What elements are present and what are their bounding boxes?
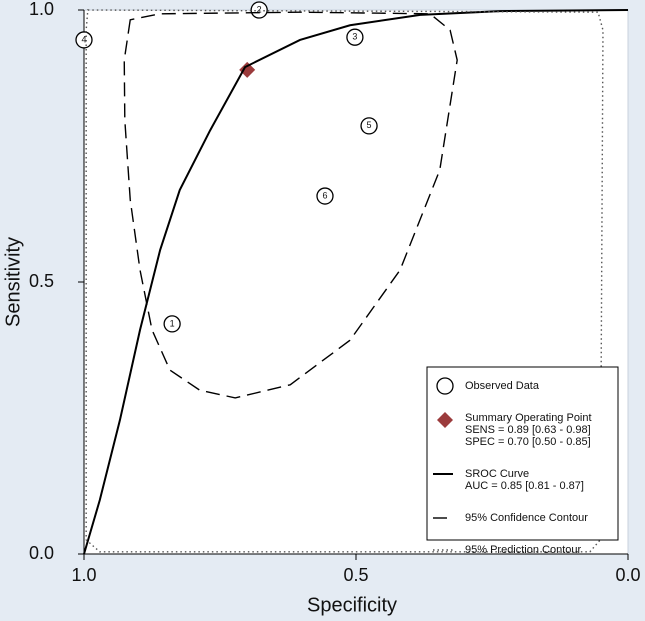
y-tick-label: 0.5 xyxy=(29,271,54,291)
point-label: 2 xyxy=(257,4,262,14)
point-label: 5 xyxy=(367,120,372,130)
legend-detail: SENS = 0.89 [0.63 - 0.98] xyxy=(465,424,591,436)
point-label: 1 xyxy=(170,318,175,328)
legend-label: 95% Confidence Contour xyxy=(465,512,588,524)
legend-box xyxy=(426,366,619,541)
legend-label: Summary Operating Point xyxy=(465,412,592,424)
legend-glyph xyxy=(436,377,454,395)
data-point xyxy=(75,31,93,49)
legend-detail: AUC = 0.85 [0.81 - 0.87] xyxy=(465,480,584,492)
point-label: 4 xyxy=(81,34,86,44)
legend-detail: SPEC = 0.70 [0.50 - 0.85] xyxy=(465,436,591,448)
legend-label: 95% Prediction Contour xyxy=(465,544,582,556)
y-tick-label: 0.0 xyxy=(29,543,54,563)
x-tick-label: 1.0 xyxy=(71,565,96,585)
data-point xyxy=(239,61,256,78)
x-axis-label: Specificity xyxy=(307,594,397,616)
legend-glyph xyxy=(437,412,453,428)
point-label: 6 xyxy=(322,190,327,200)
y-tick-label: 1.0 xyxy=(29,0,54,19)
legend-label: SROC Curve xyxy=(465,468,529,480)
data-point xyxy=(360,117,378,135)
curve xyxy=(123,11,458,399)
data-point xyxy=(163,315,181,333)
curve xyxy=(85,9,604,553)
data-point xyxy=(316,187,334,205)
point-label: 3 xyxy=(352,32,357,42)
data-point xyxy=(346,28,364,46)
x-tick-label: 0.5 xyxy=(343,565,368,585)
legend-label: Observed Data xyxy=(465,380,540,392)
y-axis-label: Sensitivity xyxy=(2,237,24,327)
x-tick-label: 0.0 xyxy=(615,565,640,585)
curve xyxy=(83,9,629,555)
